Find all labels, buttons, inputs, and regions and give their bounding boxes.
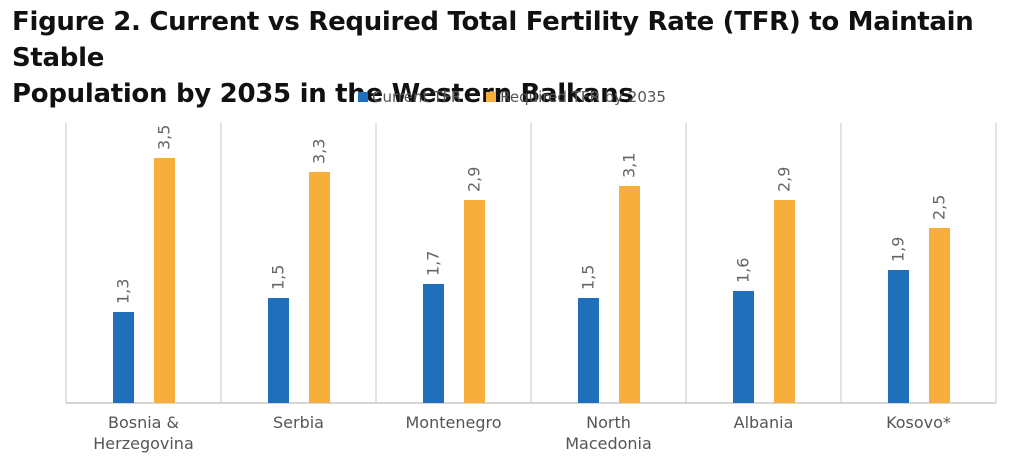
data-label: 3,3 (310, 139, 329, 164)
data-label: 1,7 (424, 251, 443, 276)
bar-required (774, 200, 795, 403)
bar-required (309, 172, 330, 403)
bar-current (268, 298, 289, 403)
data-label: 2,9 (465, 167, 484, 192)
legend-swatch-current (358, 92, 369, 102)
data-label: 3,1 (620, 153, 639, 178)
data-label: 2,9 (775, 167, 794, 192)
data-label: 1,6 (734, 258, 753, 283)
bar-current (113, 312, 134, 403)
data-label: 1,9 (889, 237, 908, 262)
legend-swatch-required (486, 92, 497, 102)
chart-title: Figure 2. Current vs Required Total Fert… (12, 4, 1022, 112)
x-tick-label: Bosnia & (108, 413, 179, 432)
bar-required (154, 158, 175, 403)
legend-label-required: Required TFR by 2035 (500, 88, 666, 106)
bar-current (423, 284, 444, 403)
x-tick-label: Serbia (273, 413, 324, 432)
bar-required (619, 186, 640, 403)
bar-required (929, 228, 950, 403)
chart-title-line-2: Population by 2035 in the Western Balkan… (12, 79, 634, 109)
legend-item-required: Required TFR by 2035 (486, 88, 666, 106)
bar-current (733, 291, 754, 403)
data-label: 1,5 (269, 265, 288, 290)
x-tick-label: Kosovo* (886, 413, 951, 432)
legend: Current TFR Required TFR by 2035 (0, 88, 1024, 106)
legend-item-current: Current TFR (358, 88, 461, 106)
bar-required (464, 200, 485, 403)
data-label: 1,5 (579, 265, 598, 290)
x-tick-label: Montenegro (405, 413, 501, 432)
chart-title-line-1: Figure 2. Current vs Required Total Fert… (12, 7, 974, 73)
bar-current (888, 270, 909, 403)
data-label: 3,5 (155, 125, 174, 150)
bar-current (578, 298, 599, 403)
data-label: 2,5 (930, 195, 949, 220)
x-tick-label: North (586, 413, 631, 432)
legend-label-current: Current TFR (372, 88, 462, 106)
x-tick-label: Herzegovina (93, 434, 194, 453)
x-tick-label: Albania (734, 413, 794, 432)
data-label: 1,3 (114, 279, 133, 304)
x-tick-label: Macedonia (565, 434, 652, 453)
